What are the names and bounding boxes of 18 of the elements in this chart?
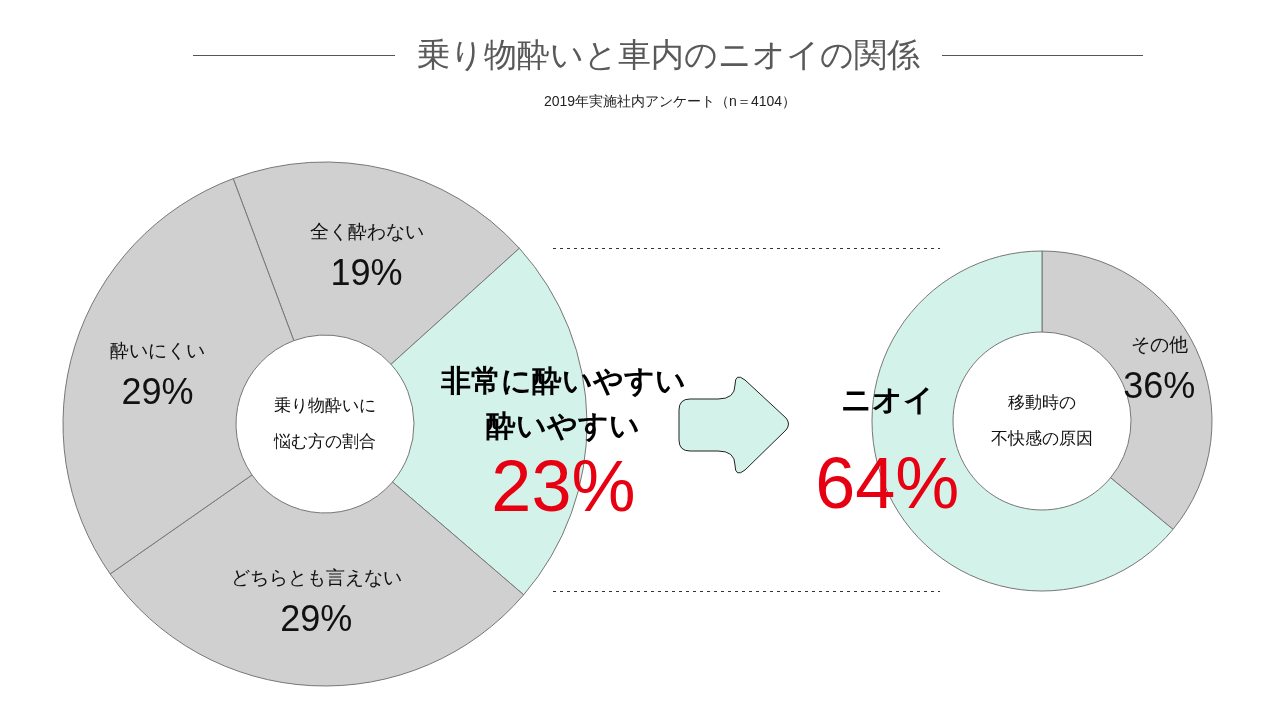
text: 乗り物酔いに bbox=[274, 396, 376, 415]
slice-label: その他 bbox=[1130, 333, 1188, 355]
text: 不快感の原因 bbox=[991, 429, 1093, 448]
slice-label: 非常に酔いやすい酔いやすい bbox=[439, 363, 686, 443]
slice-label: どちらとも言えない bbox=[230, 567, 402, 589]
slice-label: 酔いにくい bbox=[109, 339, 205, 361]
data-label: 23% bbox=[491, 446, 636, 526]
data-label: 64% bbox=[815, 443, 960, 523]
data-label: 36% bbox=[1123, 364, 1196, 406]
data-label: 19% bbox=[330, 252, 403, 294]
text: 悩む方の割合 bbox=[273, 432, 376, 451]
chart-subtitle: 2019年実施社内アンケート（n＝4104） bbox=[542, 93, 798, 111]
slice-label: 全く酔わない bbox=[309, 221, 424, 243]
text: 移動時の bbox=[1008, 393, 1076, 412]
data-label: 29% bbox=[280, 598, 353, 640]
slice-label: ニオイ bbox=[840, 383, 934, 416]
data-label: 29% bbox=[121, 370, 194, 412]
chart-title: 乗り物酔いと車内のニオイの関係 bbox=[416, 35, 920, 75]
